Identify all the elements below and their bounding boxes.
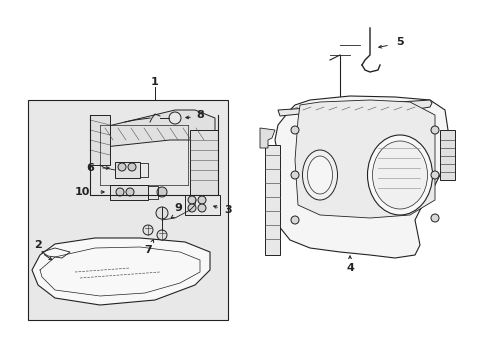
Polygon shape xyxy=(294,100,434,218)
Circle shape xyxy=(157,187,167,197)
Polygon shape xyxy=(269,96,447,258)
Circle shape xyxy=(430,126,438,134)
Text: 1: 1 xyxy=(151,77,159,87)
Circle shape xyxy=(126,188,134,196)
Polygon shape xyxy=(260,128,274,148)
Text: 6: 6 xyxy=(86,163,94,173)
Circle shape xyxy=(142,225,153,235)
Circle shape xyxy=(128,163,136,171)
Ellipse shape xyxy=(372,141,427,209)
Polygon shape xyxy=(90,115,110,165)
Circle shape xyxy=(290,171,298,179)
Text: 7: 7 xyxy=(144,245,152,255)
Polygon shape xyxy=(110,185,148,200)
Circle shape xyxy=(187,204,196,212)
Polygon shape xyxy=(184,195,220,215)
Polygon shape xyxy=(28,100,227,320)
Polygon shape xyxy=(32,238,209,305)
Polygon shape xyxy=(278,100,431,116)
Polygon shape xyxy=(264,145,280,255)
Text: 10: 10 xyxy=(74,187,89,197)
Circle shape xyxy=(430,171,438,179)
Circle shape xyxy=(198,204,205,212)
Circle shape xyxy=(290,216,298,224)
Polygon shape xyxy=(439,130,454,180)
Text: 9: 9 xyxy=(174,203,182,213)
Circle shape xyxy=(116,188,124,196)
Circle shape xyxy=(157,230,167,240)
Text: 4: 4 xyxy=(346,263,353,273)
Circle shape xyxy=(169,112,181,124)
Text: 8: 8 xyxy=(196,110,203,120)
Polygon shape xyxy=(115,162,140,178)
Text: 3: 3 xyxy=(224,205,231,215)
Circle shape xyxy=(290,126,298,134)
Circle shape xyxy=(156,207,168,219)
Text: 2: 2 xyxy=(34,240,42,250)
Circle shape xyxy=(198,196,205,204)
Polygon shape xyxy=(95,110,215,148)
Text: 5: 5 xyxy=(395,37,403,47)
Circle shape xyxy=(187,196,196,204)
Circle shape xyxy=(118,163,126,171)
Circle shape xyxy=(430,214,438,222)
Polygon shape xyxy=(190,130,218,195)
Ellipse shape xyxy=(367,135,431,215)
Ellipse shape xyxy=(307,156,332,194)
Ellipse shape xyxy=(302,150,337,200)
